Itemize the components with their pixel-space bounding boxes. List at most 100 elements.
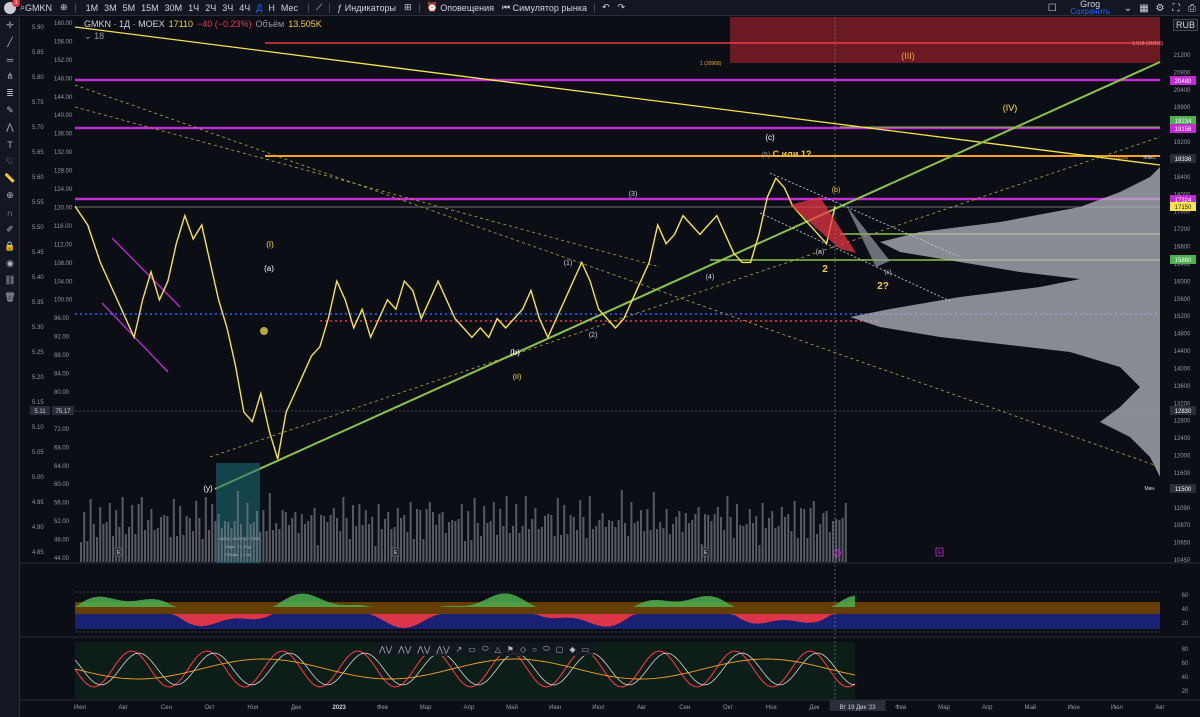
- horizontal-line-icon[interactable]: ═: [6, 54, 14, 65]
- volume-bar: [668, 534, 671, 562]
- chevron-down-icon[interactable]: ⌄: [1123, 2, 1133, 14]
- x-axis-label: Ноя: [247, 705, 258, 711]
- rect-tool-icon[interactable]: ▭: [581, 644, 590, 654]
- left-badge: [52, 406, 74, 415]
- marker-tool-icon[interactable]: ◆: [569, 644, 576, 654]
- layout-button[interactable]: ⊞: [400, 0, 416, 16]
- indicators-button[interactable]: ƒ Индикаторы: [333, 0, 400, 16]
- checkbox-icon[interactable]: ☐: [1047, 2, 1057, 14]
- link-icon[interactable]: ⛓: [4, 275, 16, 285]
- price-chart[interactable]: 5.90 5.85 5.80 5.75 5.70 5.65 5.60 5.55 5.50 5.45…: [20, 17, 1200, 717]
- wave-label-c: (c): [765, 133, 775, 142]
- timeframe-6[interactable]: 2Ч: [205, 2, 217, 13]
- volume-bar: [320, 515, 322, 562]
- volume-bar: [380, 529, 383, 562]
- settings-icon[interactable]: ⚙: [1155, 2, 1165, 14]
- left-axis2-tick: 88.00: [54, 353, 70, 359]
- left-axis2-tick: 124.00: [54, 187, 73, 193]
- brush-icon[interactable]: ✎: [6, 105, 14, 115]
- timeframe-8[interactable]: 4Ч: [239, 2, 251, 13]
- ellipse-tool-icon[interactable]: ⬭: [542, 644, 550, 653]
- volume-bar: [822, 513, 825, 562]
- stay-in-drawing-icon[interactable]: ✐: [6, 224, 14, 234]
- timeframe-3[interactable]: 15М: [141, 2, 159, 13]
- legend-sub-value: 18: [94, 31, 105, 41]
- wave-tool-icon[interactable]: ⋀⋁: [436, 644, 450, 654]
- volume-bar: [438, 514, 441, 562]
- pitchfork-icon[interactable]: ⋔: [6, 71, 14, 81]
- timeframe-4[interactable]: 30М: [164, 2, 183, 13]
- legend-sub[interactable]: ⌄ 18: [84, 31, 104, 42]
- diamond-tool-icon[interactable]: ◇: [519, 644, 527, 654]
- right-axis-tick: 19900: [1174, 105, 1191, 111]
- timeframe-0[interactable]: 1М: [85, 2, 99, 13]
- volume-bar: [249, 524, 252, 562]
- price-badge-text: 17150: [1175, 205, 1192, 211]
- zoom-in-icon[interactable]: ⊕: [6, 190, 14, 200]
- triangle-tool-icon[interactable]: △: [494, 644, 501, 654]
- eye-icon[interactable]: ◉: [6, 258, 14, 268]
- magnet-icon[interactable]: ∩: [6, 207, 14, 218]
- circle-tool-icon[interactable]: ○: [532, 644, 537, 654]
- crosshair-icon[interactable]: ✛: [6, 20, 14, 30]
- volume-bar: [620, 490, 623, 562]
- volume-bar: [681, 532, 684, 562]
- timeframe-2[interactable]: 5М: [122, 2, 136, 13]
- layout-grid-icon[interactable]: ▦: [1139, 2, 1149, 14]
- volume-bar: [793, 501, 796, 562]
- left-axis2-tick: 152.00: [54, 58, 73, 64]
- volume-bar: [361, 525, 364, 562]
- wave-tool-icon[interactable]: ⋀⋁: [398, 644, 412, 654]
- user-avatar[interactable]: 1: [4, 0, 20, 14]
- arrow-tool-icon[interactable]: ↗: [455, 644, 463, 654]
- volume-bar: [160, 517, 162, 562]
- wave-label-I: (I): [266, 240, 274, 249]
- volume-bar: [390, 529, 393, 562]
- timeframe-10[interactable]: Н: [268, 2, 275, 13]
- rect-tool-icon[interactable]: ▭: [468, 644, 476, 654]
- lock-icon[interactable]: 🔒: [4, 241, 16, 251]
- timeframe-9[interactable]: Д: [256, 2, 263, 13]
- ruler-icon[interactable]: 📏: [4, 173, 16, 183]
- fib-icon[interactable]: ≣: [6, 88, 14, 98]
- ellipse-tool-icon[interactable]: ⬭: [481, 644, 489, 653]
- timeframe-7[interactable]: 3Ч: [222, 2, 234, 13]
- volume-bar: [758, 545, 761, 562]
- wave-tool-icon[interactable]: ⋀⋁: [417, 644, 431, 654]
- flag-tool-icon[interactable]: ⚑: [506, 644, 514, 654]
- text-icon[interactable]: T: [7, 139, 13, 150]
- wave-tool-icon[interactable]: ⋀⋁: [379, 644, 393, 654]
- volume-bar: [704, 514, 706, 562]
- volume-bar: [336, 518, 338, 562]
- volume-bar: [86, 541, 89, 562]
- replay-button[interactable]: ⏮ Симулятор рынка: [498, 0, 591, 16]
- volume-bar: [217, 514, 220, 562]
- alerts-button[interactable]: ⏰ Оповещения: [423, 0, 498, 16]
- pattern-icon[interactable]: ⋀: [6, 122, 14, 132]
- chart-container[interactable]: 5.90 5.85 5.80 5.75 5.70 5.65 5.60 5.55 5.50 5.45…: [20, 17, 1200, 717]
- undo-button[interactable]: ↶: [598, 0, 614, 16]
- trendline-icon[interactable]: ╱: [7, 37, 13, 47]
- volume-bar: [630, 502, 633, 562]
- fullscreen-icon[interactable]: ⛶: [1172, 2, 1180, 14]
- compare-button[interactable]: ⊕: [56, 0, 72, 16]
- symbol-search[interactable]: ⌕ GMKN: [16, 0, 56, 16]
- trash-icon[interactable]: 🗑: [4, 292, 16, 302]
- wave-label-c-small: (c): [885, 270, 892, 276]
- camera-icon[interactable]: ⎙: [1188, 2, 1196, 14]
- volume-bar: [460, 504, 463, 562]
- user-save[interactable]: Grog Сохранить: [1070, 0, 1110, 16]
- square-tool-icon[interactable]: ▢: [555, 644, 564, 654]
- volume-bar: [256, 511, 258, 562]
- currency-badge[interactable]: RUB: [1172, 19, 1198, 31]
- volume-bar: [825, 511, 828, 562]
- volume-bar: [220, 528, 223, 562]
- heart-icon[interactable]: ♡: [5, 156, 15, 166]
- timeframe-5[interactable]: 1Ч: [188, 2, 200, 13]
- redo-button[interactable]: ↷: [614, 0, 630, 16]
- volume-bar: [252, 522, 255, 562]
- timeframe-1[interactable]: 3М: [104, 2, 117, 13]
- timeframe-11[interactable]: Мес: [280, 2, 298, 13]
- chart-type-button[interactable]: ⟋: [312, 0, 326, 16]
- volume-bar: [304, 524, 306, 562]
